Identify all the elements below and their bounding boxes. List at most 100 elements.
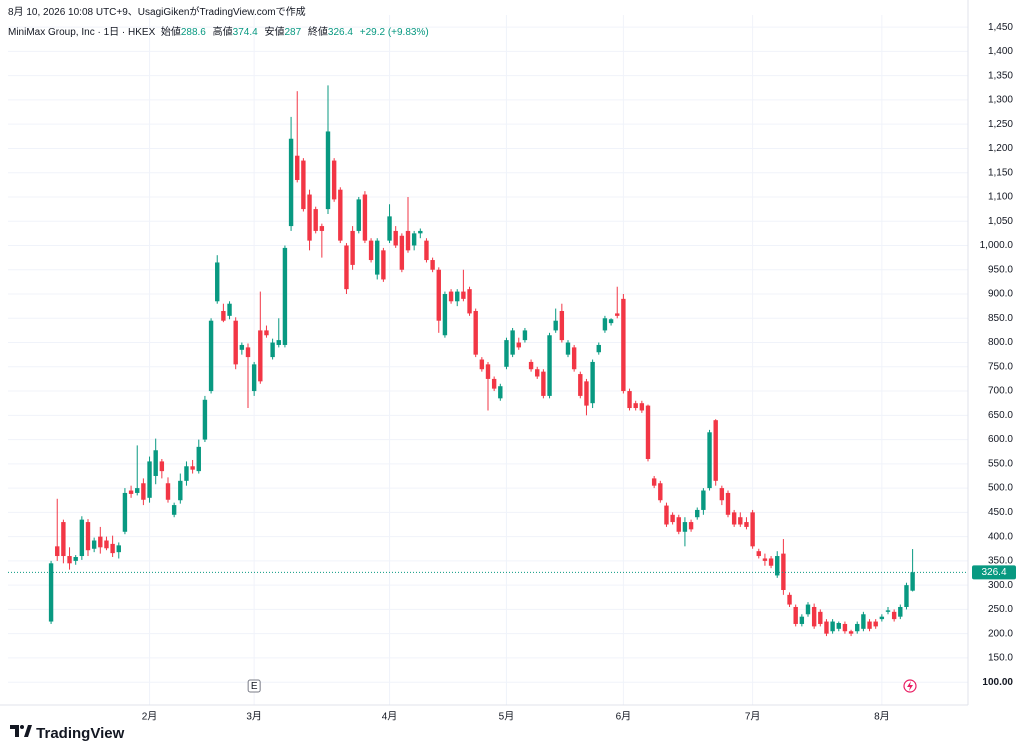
candle-body	[565, 342, 571, 355]
event-marker-label: E	[251, 681, 258, 692]
candle-body	[325, 131, 331, 210]
candle-body	[190, 466, 195, 470]
candle-body	[393, 230, 398, 246]
x-tick-label: 4月	[382, 711, 398, 723]
change: +29.2 (+9.83%)	[359, 27, 429, 38]
ohlc-name: 高値	[212, 27, 233, 38]
y-tick-label: 650.0	[988, 410, 1013, 421]
candle-body	[688, 522, 694, 530]
y-tick-label: 900.0	[988, 289, 1013, 300]
candle-body	[67, 556, 72, 564]
candle-body	[202, 399, 208, 440]
y-tick-label: 1,450	[988, 22, 1013, 33]
candle-body	[405, 230, 411, 251]
candle-body	[295, 155, 300, 180]
ohlc-name: 始値	[160, 27, 181, 38]
candle-body	[270, 342, 275, 358]
candle-body	[350, 230, 355, 265]
candle-body	[178, 480, 183, 501]
x-tick-label: 3月	[246, 711, 262, 723]
candle-body	[135, 488, 140, 493]
candle-body	[664, 505, 669, 525]
candle-body	[141, 483, 146, 500]
candle-body	[793, 606, 798, 624]
candle-body	[830, 621, 835, 632]
candle-body	[756, 551, 761, 557]
candle-body	[418, 230, 423, 234]
candle-body	[855, 623, 860, 632]
candle-body	[633, 403, 638, 409]
candle-body	[799, 616, 805, 624]
candle-body	[215, 262, 220, 302]
candle-body	[885, 610, 891, 612]
candle-body	[147, 461, 152, 498]
candle-body	[719, 488, 725, 501]
candle-body	[442, 294, 448, 336]
x-tick-label: 8月	[874, 711, 890, 723]
y-tick-label: 1,100	[988, 192, 1013, 203]
candle-body	[116, 545, 121, 553]
candle-body	[867, 621, 872, 629]
title: MiniMax Group, Inc · 1日 · HKEX	[8, 27, 156, 38]
y-tick-label: 1,300	[988, 95, 1013, 106]
candle-body	[128, 490, 134, 494]
candle-body	[251, 364, 257, 392]
candle-body	[596, 344, 601, 353]
candle-body	[510, 330, 515, 355]
y-tick-label: 1,150	[988, 167, 1013, 178]
candle-body	[485, 364, 491, 379]
candle-body	[787, 594, 792, 605]
candle-body	[658, 483, 663, 501]
candle-body	[368, 240, 374, 261]
y-tick-label: 250.0	[988, 604, 1013, 615]
ohlc-name: 終値	[307, 27, 328, 38]
candle-body	[910, 572, 915, 591]
candle-body	[621, 298, 626, 392]
candle-body	[559, 310, 565, 341]
candle-body	[461, 291, 466, 299]
candle-body	[498, 386, 503, 399]
x-tick-label: 6月	[616, 711, 632, 723]
candle-body	[233, 320, 238, 365]
candle-body	[258, 330, 263, 382]
price-label-box	[972, 565, 1016, 580]
candle-body	[55, 546, 60, 557]
candle-body	[707, 432, 712, 489]
candle-body	[436, 269, 441, 321]
y-tick-label: 950.0	[988, 264, 1013, 275]
ohlc-value: 288.6	[180, 27, 206, 38]
candle-body	[904, 585, 909, 607]
brand-logo	[10, 725, 32, 737]
y-tick-label: 800.0	[988, 337, 1013, 348]
candle-body	[338, 189, 343, 241]
candle-body	[301, 160, 306, 210]
candle-body	[615, 313, 620, 316]
brand: TradingView	[10, 724, 124, 742]
candle-body	[590, 361, 595, 404]
candle-body	[184, 466, 189, 481]
candle-body	[165, 483, 171, 500]
candle-body	[836, 622, 841, 629]
candle-body	[467, 289, 472, 314]
candle-body	[848, 631, 854, 634]
ohlc-name: 安値	[264, 27, 285, 38]
candle-body	[811, 606, 817, 627]
candle-body	[695, 509, 700, 518]
candle-body	[528, 361, 534, 370]
candle-body	[479, 359, 485, 370]
candle-body	[725, 492, 731, 515]
event-marker	[247, 679, 261, 693]
candle-body	[602, 318, 608, 331]
y-tick-label: 1,250	[988, 119, 1013, 130]
candle-body	[504, 340, 509, 367]
y-tick-label: 500.0	[988, 483, 1013, 494]
candle-body	[171, 505, 177, 515]
candle-body	[239, 344, 245, 350]
ohlc-value: 287	[284, 27, 302, 38]
candle-body	[221, 310, 226, 321]
ohlc-value: 326.4	[327, 27, 353, 38]
candle-body	[91, 540, 97, 549]
candle-body	[85, 522, 91, 551]
candle-body	[356, 199, 361, 231]
